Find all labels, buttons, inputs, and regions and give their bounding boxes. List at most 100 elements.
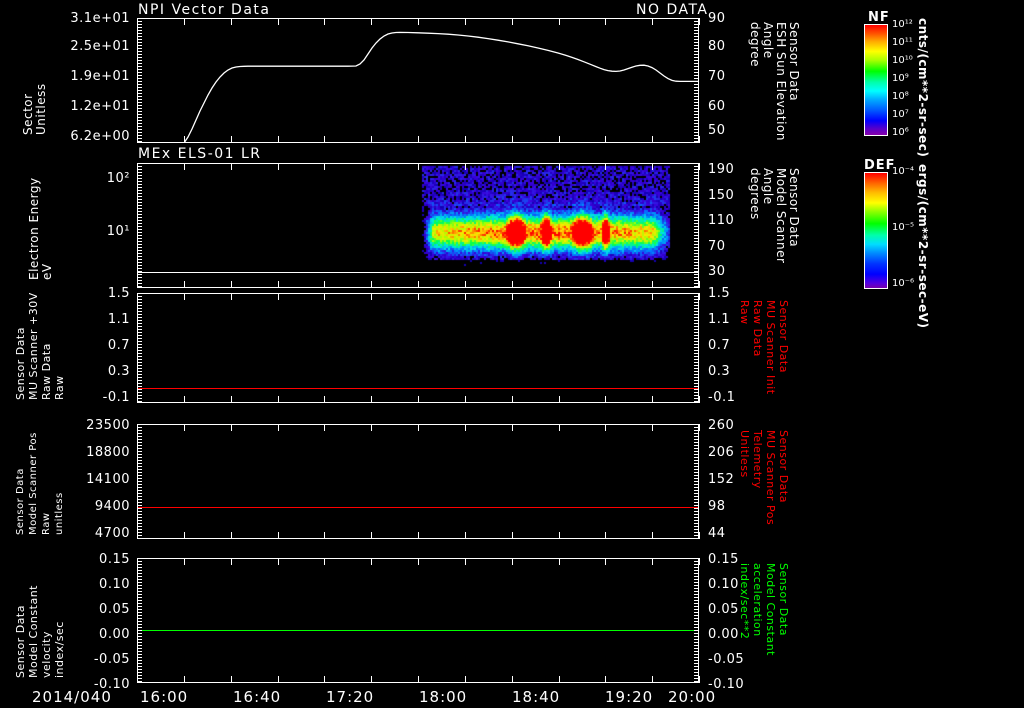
axis-tick-minor [138,57,142,58]
axis-title-line: Raw Data [751,300,764,357]
axis-value: 0.00 [99,627,130,642]
axis-value: 70 [708,69,726,84]
axis-tick-minor [694,454,698,455]
axis-tick [137,293,138,300]
axis-tick-minor [138,18,142,19]
axis-tick-minor [694,362,698,363]
axis-tick-minor [694,609,698,610]
axis-tick [652,558,653,565]
axis-tick-minor [138,314,142,315]
axis-tick-minor [138,108,142,109]
def-colorbar-title: DEF [864,158,896,173]
axis-tick-minor [694,645,698,646]
axis-value: 90 [708,11,726,26]
axis-tick-minor [694,259,698,260]
axis-tick-minor [138,567,142,568]
axis-tick-minor [694,286,698,287]
axis-value: 0.00 [708,627,739,642]
axis-value: 60 [708,99,726,114]
axis-tick-minor [694,129,698,130]
axis-tick-minor [138,33,142,34]
axis-title-line: Raw Data [40,343,53,400]
axis-tick-minor [138,618,142,619]
axis-tick-minor [694,633,698,634]
axis-tick [371,163,372,170]
axis-tick [699,532,700,539]
axis-tick-minor [694,445,698,446]
axis-tick-minor [694,353,698,354]
axis-tick-minor [138,283,142,284]
axis-tick [324,18,325,25]
axis-value: -0.10 [93,677,130,692]
axis-tick [371,136,372,143]
axis-tick-minor [694,591,698,592]
axis-tick [559,676,560,683]
colorbar-tick: 10⁻⁶ [892,278,915,289]
axis-tick [184,532,185,539]
axis-title-line: MU Scanner +30V [27,292,40,400]
axis-tick-minor [138,99,142,100]
axis-tick-minor [694,618,698,619]
colorbar-tick: 10⁶ [892,127,909,138]
axis-tick-minor [694,296,698,297]
axis-tick-minor [694,48,698,49]
axis-tick-minor [694,561,698,562]
axis-title-line: Raw [41,512,52,535]
axis-tick-minor [138,484,142,485]
axis-tick-minor [694,567,698,568]
axis-tick [418,136,419,143]
axis-tick-minor [694,51,698,52]
axis-title-line: Sensor Data [777,563,790,636]
axis-tick [324,558,325,565]
axis-tick-minor [694,386,698,387]
axis-tick-minor [138,520,142,521]
axis-tick [465,676,466,683]
axis-tick-minor [694,487,698,488]
axis-tick-minor [694,323,698,324]
axis-tick-minor [694,463,698,464]
axis-tick-minor [694,341,698,342]
axis-tick-minor [694,332,698,333]
axis-tick-minor [694,678,698,679]
axis-tick-minor [138,475,142,476]
axis-value: 0.7 [708,338,731,353]
axis-tick-minor [138,579,142,580]
axis-tick [137,676,138,683]
axis-tick [278,18,279,25]
axis-tick-minor [694,475,698,476]
panel-scannerpos-plot-area[interactable] [137,424,699,539]
axis-value: 9400 [94,499,130,514]
axis-tick [699,163,700,170]
axis-tick-minor [138,493,142,494]
axis-tick-minor [694,648,698,649]
axis-tick-minor [138,371,142,372]
axis-tick [418,396,419,403]
axis-tick-minor [694,499,698,500]
axis-tick-minor [694,135,698,136]
axis-tick-minor [694,175,698,176]
axis-tick-minor [138,232,142,233]
axis-tick-minor [138,445,142,446]
axis-value: 80 [708,39,726,54]
axis-tick-minor [138,666,142,667]
axis-title-line: Model Scanner Pos [28,432,39,535]
panel-velocity-plot-area[interactable] [137,558,699,683]
axis-tick-minor [694,111,698,112]
axis-tick-minor [138,302,142,303]
panel-mu30v-plot-area[interactable] [137,293,699,403]
panel-npi-plot-area[interactable] [137,18,699,143]
axis-tick-minor [138,523,142,524]
panel-els-plot-area[interactable] [137,163,699,288]
axis-tick-minor [138,54,142,55]
axis-title-line: MU Scanner Init [764,300,777,395]
axis-tick-minor [138,451,142,452]
axis-tick-minor [694,138,698,139]
axis-tick-minor [138,286,142,287]
axis-tick-minor [138,199,142,200]
axis-tick-minor [694,90,698,91]
axis-value: 150 [708,188,735,203]
axis-tick-minor [694,469,698,470]
axis-tick-minor [138,166,142,167]
axis-tick [465,281,466,288]
axis-tick-minor [138,226,142,227]
